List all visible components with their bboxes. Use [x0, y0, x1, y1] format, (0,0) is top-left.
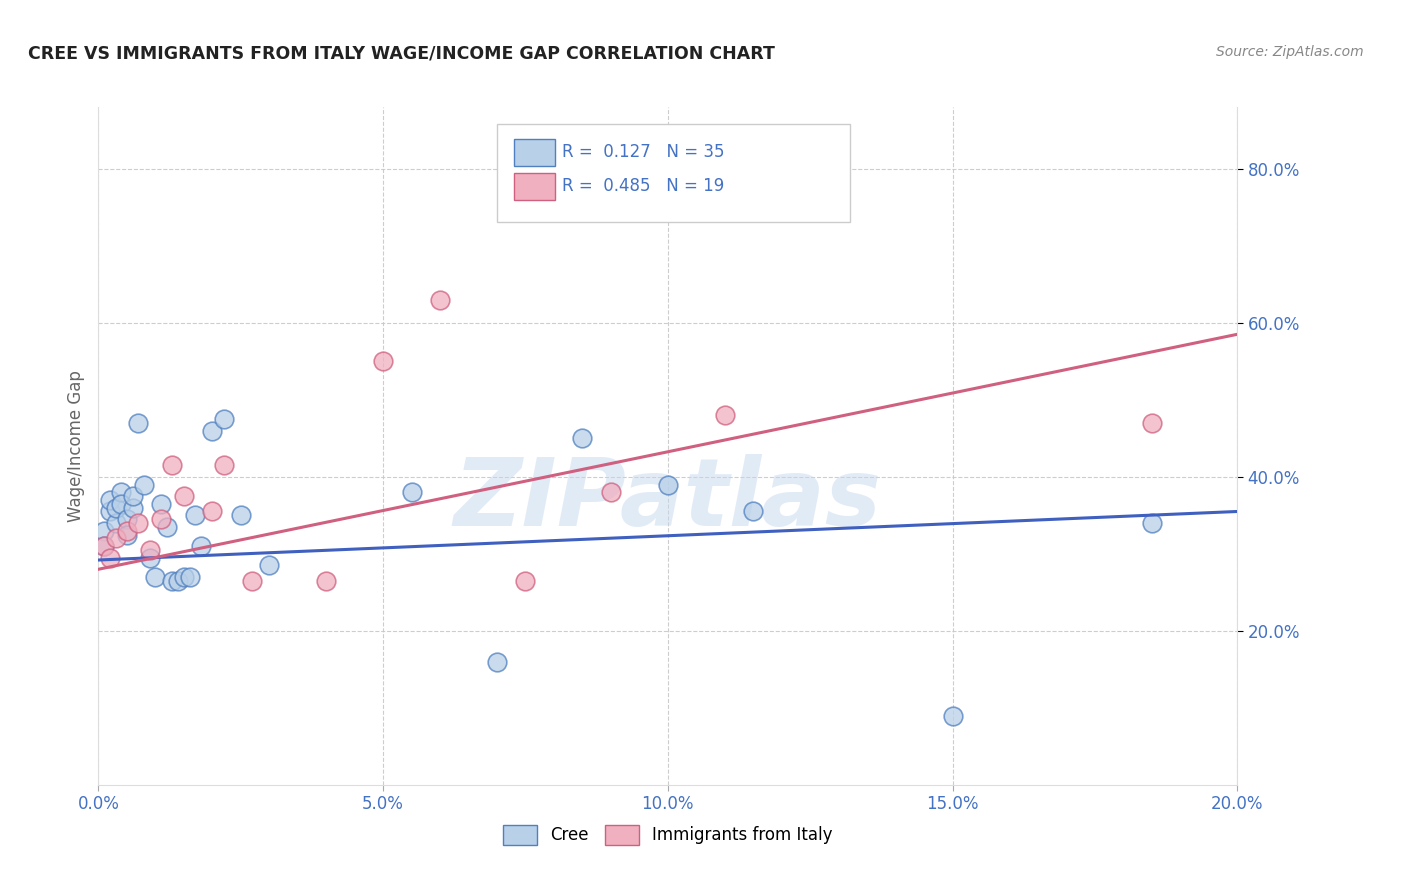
Point: [1140, 416, 1163, 430]
Point: [104, 500, 127, 515]
Point: [138, 543, 160, 558]
Point: [127, 516, 149, 530]
Point: [156, 520, 179, 534]
Point: [714, 408, 737, 422]
Point: [486, 655, 509, 669]
Point: [162, 574, 184, 588]
Point: [212, 458, 235, 473]
Point: [179, 570, 201, 584]
Point: [600, 485, 623, 500]
Point: [657, 477, 679, 491]
Point: [162, 458, 184, 473]
Legend: Cree, Immigrants from Italy: Cree, Immigrants from Italy: [496, 819, 839, 851]
Point: [93, 539, 115, 553]
Point: [98, 492, 121, 507]
Point: [1140, 516, 1163, 530]
Point: [173, 570, 195, 584]
Point: [201, 504, 224, 518]
Point: [115, 512, 138, 526]
FancyBboxPatch shape: [515, 173, 555, 200]
Point: [315, 574, 337, 588]
Point: [121, 489, 143, 503]
Point: [115, 524, 138, 538]
Point: [115, 527, 138, 541]
Point: [742, 504, 765, 518]
Point: [429, 293, 451, 307]
Point: [138, 550, 160, 565]
Text: ZIPatlas: ZIPatlas: [454, 454, 882, 546]
Point: [98, 550, 121, 565]
Point: [98, 504, 121, 518]
Point: [104, 532, 127, 546]
Text: Source: ZipAtlas.com: Source: ZipAtlas.com: [1216, 45, 1364, 59]
Point: [145, 570, 167, 584]
Point: [229, 508, 252, 523]
Point: [150, 512, 173, 526]
Text: R =  0.485   N = 19: R = 0.485 N = 19: [562, 177, 724, 194]
Point: [571, 431, 593, 445]
Point: [259, 558, 281, 573]
Point: [201, 424, 224, 438]
Point: [515, 574, 537, 588]
Point: [110, 497, 132, 511]
Point: [240, 574, 263, 588]
Point: [132, 477, 155, 491]
Point: [373, 354, 395, 368]
Point: [93, 539, 115, 553]
Point: [173, 489, 195, 503]
Point: [184, 508, 207, 523]
Point: [93, 524, 115, 538]
Point: [150, 497, 173, 511]
FancyBboxPatch shape: [498, 124, 851, 222]
Y-axis label: Wage/Income Gap: Wage/Income Gap: [66, 370, 84, 522]
Point: [127, 416, 149, 430]
Point: [104, 516, 127, 530]
Point: [942, 708, 965, 723]
Point: [212, 412, 235, 426]
Point: [167, 574, 190, 588]
Text: CREE VS IMMIGRANTS FROM ITALY WAGE/INCOME GAP CORRELATION CHART: CREE VS IMMIGRANTS FROM ITALY WAGE/INCOM…: [28, 45, 775, 62]
Point: [401, 485, 423, 500]
Text: R =  0.127   N = 35: R = 0.127 N = 35: [562, 143, 724, 161]
Point: [190, 539, 212, 553]
Point: [110, 485, 132, 500]
FancyBboxPatch shape: [515, 139, 555, 166]
Point: [121, 500, 143, 515]
